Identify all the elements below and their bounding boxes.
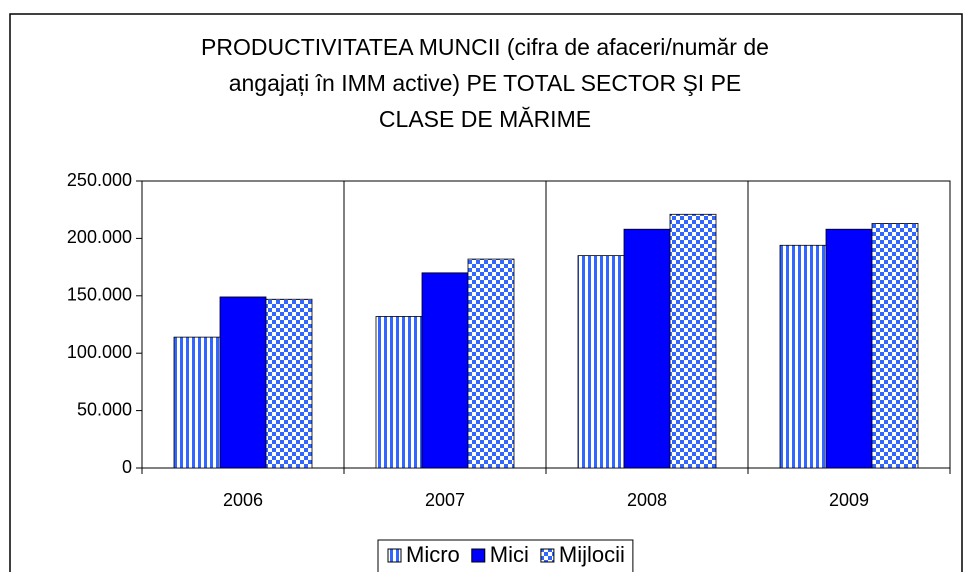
x-tick-label: 2007 [425, 490, 465, 510]
bar [577, 255, 625, 469]
legend-label: Mici [490, 542, 529, 567]
y-tick-label: 0 [122, 457, 132, 477]
bar [265, 298, 313, 469]
title-line: PRODUCTIVITATEA MUNCII (cifra de afaceri… [201, 34, 769, 60]
legend-label: Mijlocii [559, 542, 625, 567]
bar [375, 316, 423, 469]
bar [173, 336, 221, 469]
legend-swatch [540, 548, 555, 563]
x-tick-label: 2008 [627, 490, 667, 510]
bar [623, 228, 671, 469]
y-tick-label: 100.000 [67, 342, 132, 362]
bar [421, 272, 469, 469]
legend: Micro Mici Mijlocii [377, 539, 634, 572]
x-tick-label: 2009 [829, 490, 869, 510]
legend-swatch [387, 548, 402, 563]
bar [219, 296, 267, 469]
bar [825, 228, 873, 469]
y-tick-label: 250.000 [67, 170, 132, 190]
bar [779, 244, 827, 469]
bar [467, 258, 515, 469]
bar [871, 223, 919, 469]
y-tick-label: 50.000 [77, 399, 132, 419]
bar [669, 213, 717, 469]
title-line: CLASE DE MĂRIME [379, 106, 591, 132]
legend-label: Micro [406, 542, 460, 567]
x-tick-label: 2006 [223, 490, 263, 510]
chart-title: PRODUCTIVITATEA MUNCII (cifra de afaceri… [201, 34, 769, 132]
y-tick-label: 200.000 [67, 227, 132, 247]
legend-box [377, 539, 634, 572]
y-tick-label: 150.000 [67, 285, 132, 305]
title-line: angajați în IMM active) PE TOTAL SECTOR … [229, 70, 742, 96]
legend-swatch [471, 548, 486, 563]
